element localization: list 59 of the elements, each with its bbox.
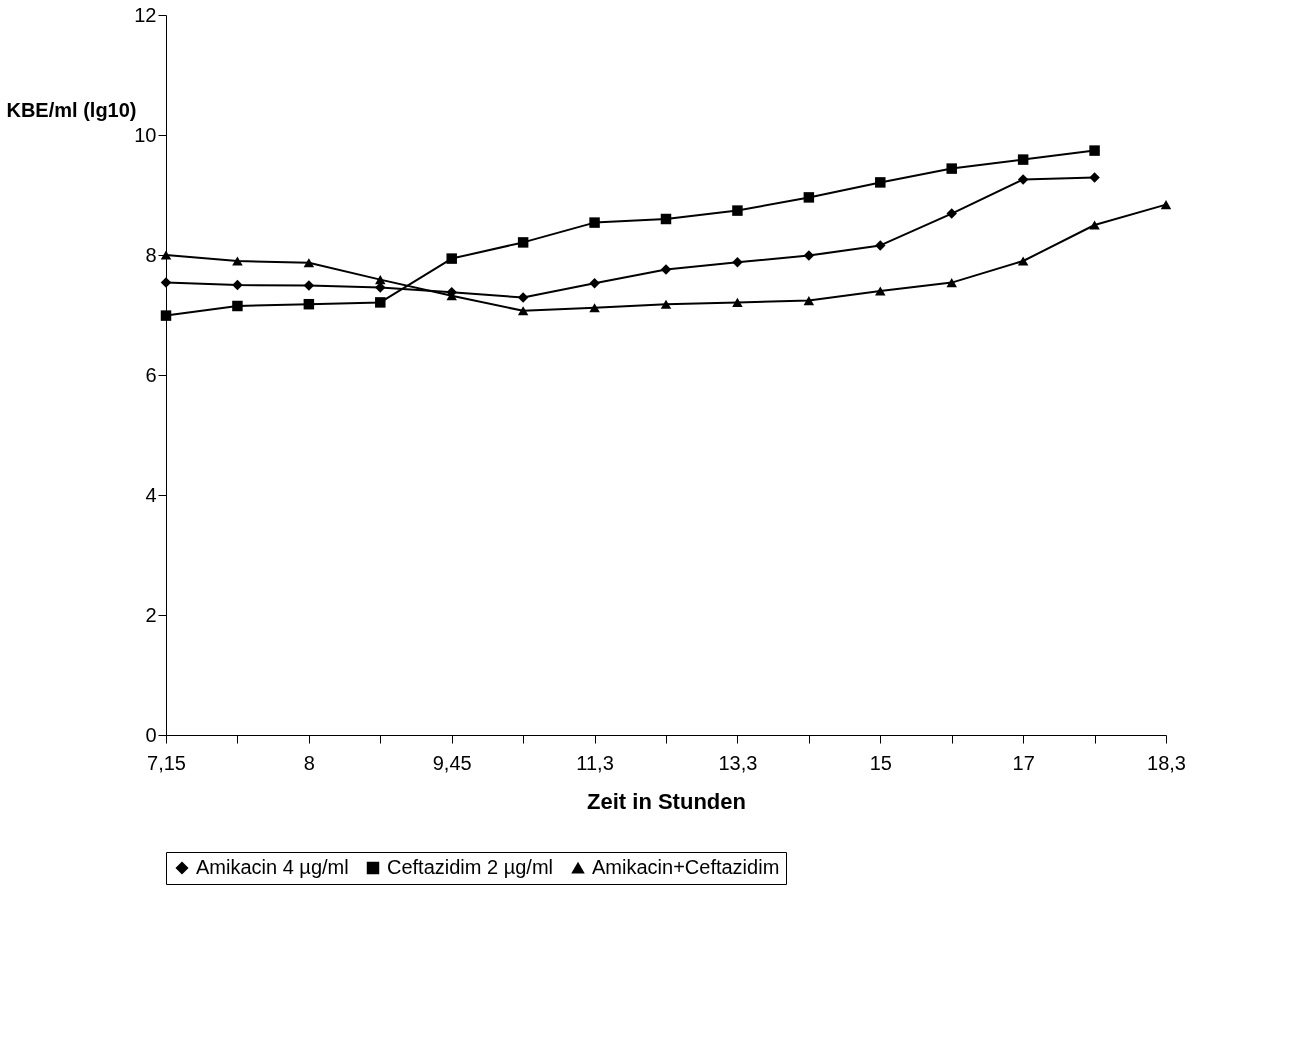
y-tick-label: 0 (145, 723, 157, 746)
point (375, 275, 386, 285)
point (446, 253, 457, 264)
legend-label: Amikacin 4 µg/ml (196, 856, 349, 878)
y-tick-label: 6 (145, 363, 157, 386)
point (160, 277, 172, 288)
point (946, 163, 957, 174)
point (1017, 174, 1029, 185)
point (1017, 256, 1029, 266)
x-tick-label: 8 (303, 751, 315, 774)
point (946, 278, 957, 288)
point (303, 258, 315, 268)
point (589, 303, 600, 313)
point (803, 296, 815, 306)
point (660, 299, 672, 309)
point (732, 205, 743, 216)
point (232, 279, 243, 291)
y-tick-label: 4 (145, 483, 157, 506)
point (232, 256, 243, 266)
legend-label: Ceftazidim 2 µg/ml (387, 856, 554, 878)
point (1017, 154, 1029, 165)
point (732, 297, 743, 307)
point (232, 300, 243, 312)
y-tick-label: 10 (134, 123, 157, 146)
point (803, 250, 815, 261)
x-tick-label: 18,3 (1147, 751, 1186, 774)
y-tick-label: 12 (134, 3, 157, 26)
point (375, 297, 386, 308)
point (946, 208, 957, 219)
x-axis-title: Zeit in Stunden (587, 788, 746, 814)
point (660, 213, 672, 225)
point (303, 280, 315, 291)
x-tick-label: 17 (1012, 751, 1035, 774)
legend-label: Amikacin+Ceftazidim (592, 856, 780, 878)
point (875, 177, 886, 188)
point (517, 306, 529, 316)
y-tick-label: 8 (145, 243, 157, 266)
point (875, 286, 886, 296)
x-tick-label: 13,3 (718, 751, 758, 774)
y-tick-label: 2 (145, 603, 157, 626)
point (732, 256, 743, 268)
x-tick-label: 11,3 (576, 751, 614, 774)
point (517, 292, 529, 303)
point (803, 192, 815, 203)
x-tick-label: 7,15 (147, 751, 186, 774)
point (589, 217, 600, 228)
point (1089, 172, 1100, 183)
point (303, 298, 315, 310)
point (1160, 200, 1172, 210)
point (1089, 145, 1100, 156)
point (517, 237, 529, 248)
point (1089, 220, 1100, 230)
point (589, 277, 600, 289)
x-tick-label: 15 (869, 751, 892, 774)
point (160, 310, 172, 321)
y-axis-title: KBE/ml (lg10) (6, 98, 137, 121)
x-tick-label: 9,45 (432, 751, 472, 774)
point (660, 264, 672, 275)
point (875, 240, 886, 251)
